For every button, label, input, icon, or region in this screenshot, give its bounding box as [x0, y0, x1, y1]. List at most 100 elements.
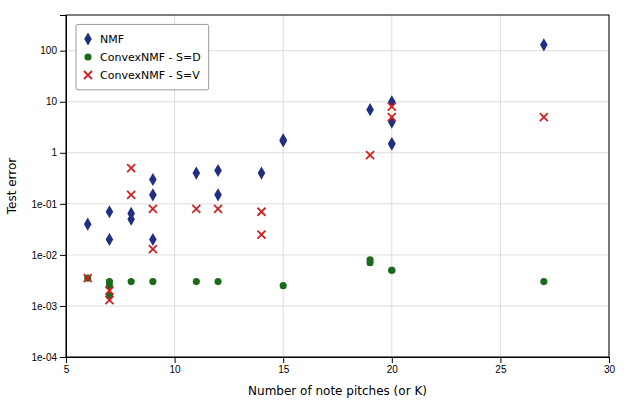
- point: [149, 188, 157, 201]
- point: [127, 207, 135, 220]
- axis-line: [60, 16, 67, 358]
- legend-item: ConvexNMF - S=D: [84, 51, 200, 64]
- point: [105, 296, 113, 304]
- legend: NMF ConvexNMF - S=D ConvexNMF - S=V: [76, 24, 209, 89]
- tick: 20: [387, 357, 399, 375]
- tick-label: 30: [604, 364, 616, 375]
- point: [193, 278, 200, 285]
- tick-label: 10: [46, 96, 58, 107]
- tick-label: 100: [40, 45, 57, 56]
- tick-mark: [60, 153, 66, 154]
- tick-mark: [392, 357, 393, 363]
- tick: 1e-04: [31, 352, 66, 363]
- tick-mark: [60, 357, 66, 358]
- point: [214, 188, 222, 201]
- tick-label: 1e-02: [31, 250, 57, 261]
- series: [84, 103, 548, 304]
- point: [258, 167, 266, 180]
- tick-mark: [609, 357, 610, 363]
- tick: 1e-03: [31, 301, 66, 312]
- legend-label: ConvexNMF - S=D: [100, 51, 201, 64]
- tick-mark: [60, 51, 66, 52]
- legend-box: [76, 24, 209, 89]
- point: [84, 275, 91, 282]
- point: [540, 38, 548, 51]
- x-axis: 5 10 15 20 25 30: [64, 357, 616, 375]
- tick: 10: [46, 96, 66, 107]
- tick: 30: [604, 357, 616, 375]
- point: [128, 278, 135, 285]
- point: [214, 278, 221, 285]
- plot: 5 10 15 20 25 30 1e-04 1e-03 1e-02 1e-01 1 10 100 NMF…: [31, 15, 615, 375]
- tick-label: 1e-03: [31, 301, 57, 312]
- y-axis-title: Test error: [5, 158, 19, 216]
- tick-label: 1e-04: [31, 352, 57, 363]
- tick: 1: [51, 147, 66, 158]
- plot-frame: [66, 15, 609, 357]
- tick-mark: [60, 255, 66, 256]
- legend-symbol: [84, 53, 91, 60]
- point: [106, 233, 114, 246]
- chart: 5 10 15 20 25 30 1e-04 1e-03 1e-02 1e-01 1 10 100 NMF…: [0, 0, 629, 405]
- point: [106, 205, 114, 218]
- point: [366, 151, 374, 159]
- point: [367, 256, 374, 263]
- legend-item: NMF: [84, 32, 124, 45]
- point: [388, 267, 395, 274]
- tick: 100: [40, 45, 66, 56]
- tick-label: 15: [278, 364, 290, 375]
- tick-mark: [175, 357, 176, 363]
- tick-mark: [283, 357, 284, 363]
- point: [149, 245, 157, 253]
- point: [149, 173, 157, 186]
- legend-label: NMF: [100, 33, 124, 46]
- point: [388, 137, 396, 150]
- grid-line: [66, 152, 609, 153]
- series: [84, 38, 548, 246]
- point: [105, 287, 113, 295]
- point: [149, 278, 156, 285]
- legend-item: ConvexNMF - S=V: [84, 69, 200, 82]
- legend-symbol: [84, 32, 92, 45]
- tick: 1e-01: [31, 199, 66, 210]
- point: [127, 164, 135, 172]
- point: [257, 208, 265, 216]
- point: [388, 137, 396, 150]
- y-axis: 1e-04 1e-03 1e-02 1e-01 1 10 100: [31, 16, 66, 363]
- grid-line: [66, 305, 609, 306]
- tick: 15: [278, 357, 290, 375]
- point: [84, 218, 92, 231]
- tick-mark: [60, 306, 66, 307]
- legend-symbol: [84, 71, 92, 79]
- tick-mark: [60, 102, 66, 103]
- point: [127, 191, 135, 199]
- point: [214, 205, 222, 213]
- point: [388, 103, 396, 111]
- series: [84, 256, 547, 299]
- grid-line: [66, 254, 609, 255]
- point: [84, 274, 92, 282]
- point: [540, 113, 548, 121]
- tick-label: 1: [51, 147, 57, 158]
- tick-mark: [60, 204, 66, 205]
- point: [149, 205, 157, 213]
- tick: 10: [170, 357, 182, 375]
- point: [193, 167, 201, 180]
- grid-line: [66, 101, 609, 102]
- tick-label: 25: [495, 364, 507, 375]
- tick-mark: [500, 357, 501, 363]
- marks: [84, 38, 548, 304]
- tick: 1e-02: [31, 250, 66, 261]
- grid: [66, 15, 609, 357]
- tick-label: 20: [387, 364, 399, 375]
- point: [192, 205, 200, 213]
- axis-line: [67, 358, 610, 364]
- legend-label: ConvexNMF - S=V: [100, 69, 200, 82]
- tick-label: 5: [64, 364, 70, 375]
- grid-line: [66, 203, 609, 204]
- point: [366, 103, 374, 116]
- point: [214, 164, 222, 177]
- tick-label: 10: [170, 364, 182, 375]
- point: [279, 134, 287, 147]
- point: [540, 278, 547, 285]
